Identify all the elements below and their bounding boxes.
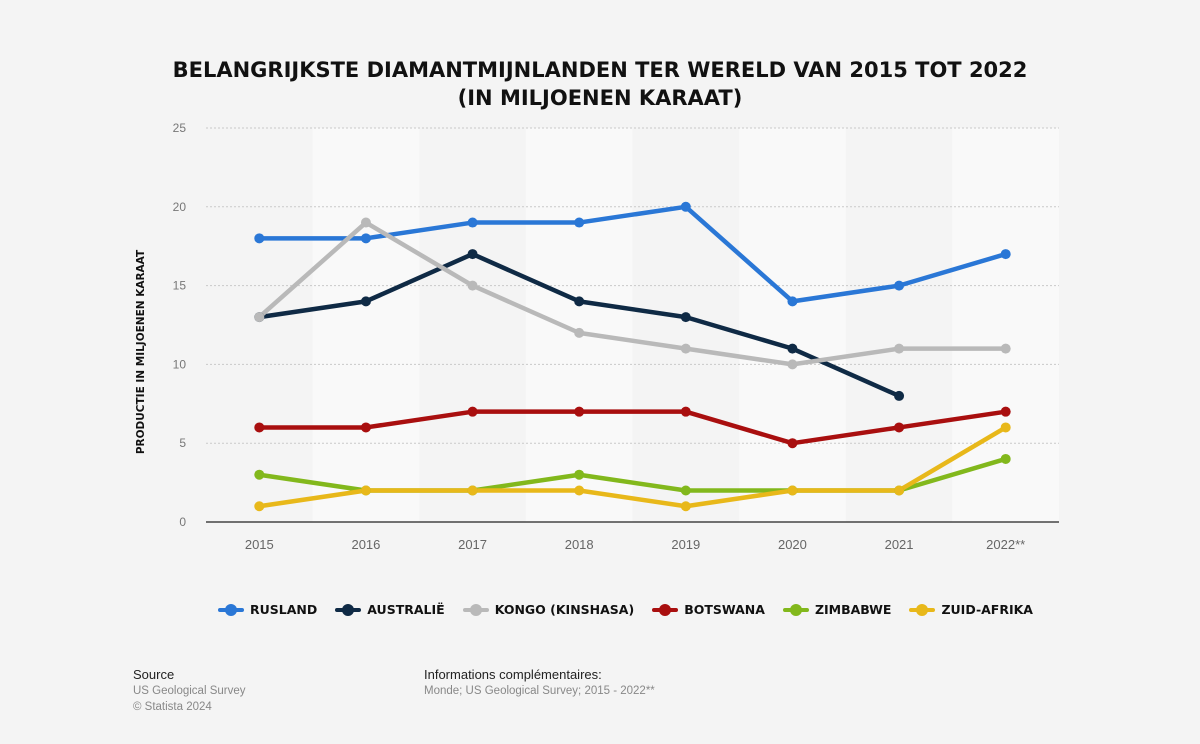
data-point xyxy=(360,296,371,307)
data-point xyxy=(1000,343,1011,354)
legend-item[interactable]: BOTSWANA xyxy=(652,602,765,617)
series-line xyxy=(257,425,1008,509)
y-tick-label: 25 xyxy=(173,121,187,135)
legend-swatch xyxy=(652,603,679,616)
info-label: Informations complémentaires: xyxy=(424,667,602,682)
data-point xyxy=(574,296,585,307)
data-point xyxy=(574,469,585,480)
source-block: Source US Geological Survey © Statista 2… xyxy=(133,667,246,715)
x-tick-label: 2022** xyxy=(986,537,1025,552)
chart-title-line1: BELANGRIJKSTE DIAMANTMIJNLANDEN TER WERE… xyxy=(172,58,1028,82)
column-band xyxy=(739,128,846,522)
column-band xyxy=(312,128,420,522)
y-tick-label: 5 xyxy=(179,436,186,450)
y-tick-label: 20 xyxy=(173,200,187,214)
legend-item[interactable]: KONGO (KINSHASA) xyxy=(462,602,635,617)
data-point xyxy=(680,501,691,512)
data-point xyxy=(680,343,691,354)
legend-item[interactable]: ZIMBABWE xyxy=(782,602,892,617)
legend-label: KONGO (KINSHASA) xyxy=(494,602,635,617)
data-point xyxy=(467,280,478,291)
data-point xyxy=(894,485,905,496)
data-point xyxy=(467,249,478,260)
data-point xyxy=(467,217,478,228)
data-point xyxy=(1000,453,1011,464)
y-tick-label: 15 xyxy=(173,279,187,293)
data-point xyxy=(894,422,905,433)
y-tick-label: 0 xyxy=(179,515,186,529)
data-point xyxy=(680,312,691,323)
y-axis-label: PRODUCTIE IN MILJOENEN KARAAT xyxy=(135,249,147,455)
column-band xyxy=(525,128,633,522)
data-point xyxy=(1000,406,1011,417)
data-point xyxy=(894,280,905,291)
data-point xyxy=(574,485,585,496)
info-block: Informations complémentaires: Monde; US … xyxy=(424,667,655,699)
x-tick-label: 2015 xyxy=(245,537,274,552)
legend-item[interactable]: ZUID-AFRIKA xyxy=(909,602,1033,617)
chart-title: BELANGRIJKSTE DIAMANTMIJNLANDEN TER WERE… xyxy=(0,56,1200,112)
series-line xyxy=(257,409,1008,446)
legend-label: BOTSWANA xyxy=(684,602,765,617)
data-point xyxy=(574,217,585,228)
legend-label: AUSTRALIË xyxy=(367,602,445,617)
chart-legend: RUSLAND AUSTRALIË KONGO (KINSHASA) BOTSWANA… xyxy=(218,602,1033,617)
data-point xyxy=(787,296,798,307)
data-point xyxy=(574,406,585,417)
data-point xyxy=(360,485,371,496)
data-point xyxy=(254,233,265,244)
source-label: Source xyxy=(133,667,175,682)
data-point xyxy=(467,406,478,417)
legend-swatch xyxy=(909,603,936,616)
data-point xyxy=(1000,249,1011,260)
data-point xyxy=(680,485,691,496)
data-point xyxy=(254,312,265,323)
x-tick-label: 2020 xyxy=(778,537,807,552)
x-tick-label: 2016 xyxy=(351,537,380,552)
data-point xyxy=(787,359,798,370)
data-point xyxy=(254,422,265,433)
legend-label: RUSLAND xyxy=(250,602,318,617)
data-point xyxy=(894,343,905,354)
data-point xyxy=(680,406,691,417)
data-point xyxy=(574,327,585,338)
data-point xyxy=(787,485,798,496)
data-point xyxy=(254,501,265,512)
x-tick-label: 2021 xyxy=(885,537,914,552)
x-tick-label: 2018 xyxy=(565,537,594,552)
legend-swatch xyxy=(462,603,489,616)
data-point xyxy=(254,469,265,480)
y-tick-label: 10 xyxy=(173,357,187,371)
data-point xyxy=(680,201,691,212)
series-line xyxy=(257,204,1008,304)
data-point xyxy=(360,233,371,244)
info-line: Monde; US Geological Survey; 2015 - 2022… xyxy=(424,685,655,697)
data-point xyxy=(467,485,478,496)
series-line xyxy=(257,220,1008,367)
data-point xyxy=(1000,422,1011,433)
source-line-1: US Geological Survey xyxy=(133,685,246,697)
data-point xyxy=(360,422,371,433)
legend-item[interactable]: AUSTRALIË xyxy=(335,602,445,617)
legend-swatch xyxy=(782,603,809,616)
x-tick-label: 2019 xyxy=(671,537,700,552)
legend-swatch xyxy=(335,603,362,616)
chart-title-line2: (IN MILJOENEN KARAAT) xyxy=(457,86,743,110)
legend-swatch xyxy=(218,603,244,616)
data-point xyxy=(360,217,371,228)
x-tick-label: 2017 xyxy=(458,537,487,552)
source-line-2: © Statista 2024 xyxy=(133,701,212,713)
legend-label: ZIMBABWE xyxy=(814,602,892,617)
legend-label: ZUID-AFRIKA xyxy=(941,602,1033,617)
data-point xyxy=(787,438,798,449)
legend-item[interactable]: RUSLAND xyxy=(218,602,317,617)
data-point xyxy=(894,390,905,401)
data-point xyxy=(787,343,798,354)
